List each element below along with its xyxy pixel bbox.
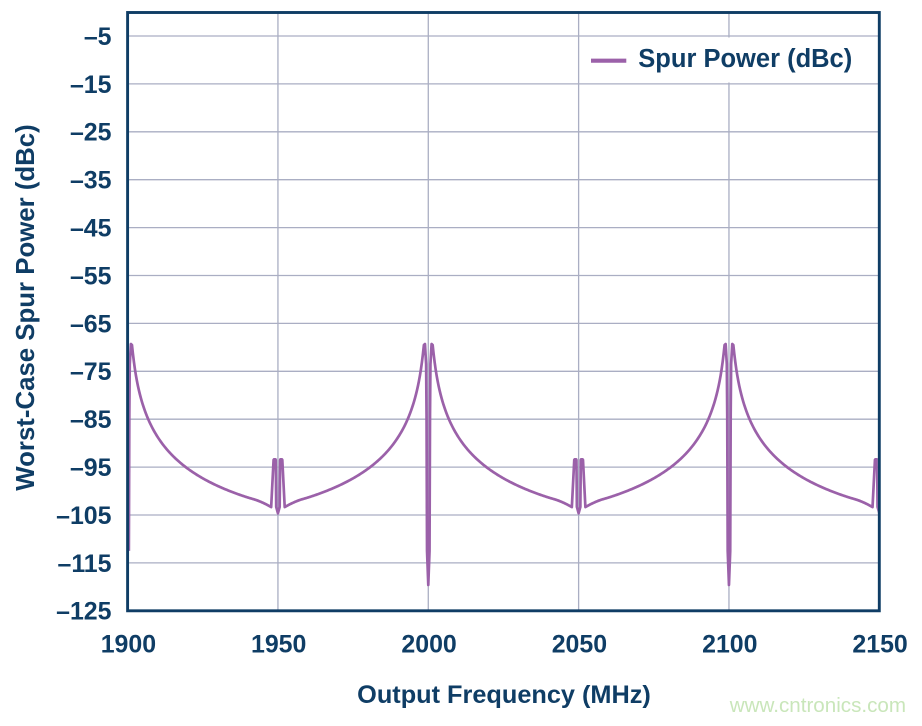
svg-text:2100: 2100 [702, 631, 757, 659]
svg-text:Output Frequency (MHz): Output Frequency (MHz) [357, 681, 651, 709]
svg-text:–65: –65 [70, 310, 112, 338]
svg-text:Spur Power (dBc): Spur Power (dBc) [638, 45, 852, 73]
svg-text:–85: –85 [70, 406, 112, 434]
svg-text:1900: 1900 [101, 631, 156, 659]
svg-text:Worst-Case Spur Power (dBc): Worst-Case Spur Power (dBc) [12, 124, 40, 490]
svg-text:–5: –5 [84, 23, 112, 51]
svg-text:2150: 2150 [852, 631, 907, 659]
svg-text:www.cntronics.com: www.cntronics.com [729, 694, 906, 717]
svg-text:–35: –35 [70, 167, 112, 195]
svg-text:1950: 1950 [251, 631, 306, 659]
svg-text:–55: –55 [70, 262, 112, 290]
svg-text:–25: –25 [70, 119, 112, 147]
svg-text:–105: –105 [56, 502, 112, 530]
svg-text:–115: –115 [58, 550, 112, 578]
svg-text:–15: –15 [70, 71, 112, 99]
svg-text:–45: –45 [70, 215, 112, 243]
svg-text:2000: 2000 [401, 631, 456, 659]
svg-text:–95: –95 [70, 454, 112, 482]
svg-text:–125: –125 [56, 598, 112, 626]
svg-text:2050: 2050 [552, 631, 607, 659]
svg-text:–75: –75 [70, 358, 112, 386]
